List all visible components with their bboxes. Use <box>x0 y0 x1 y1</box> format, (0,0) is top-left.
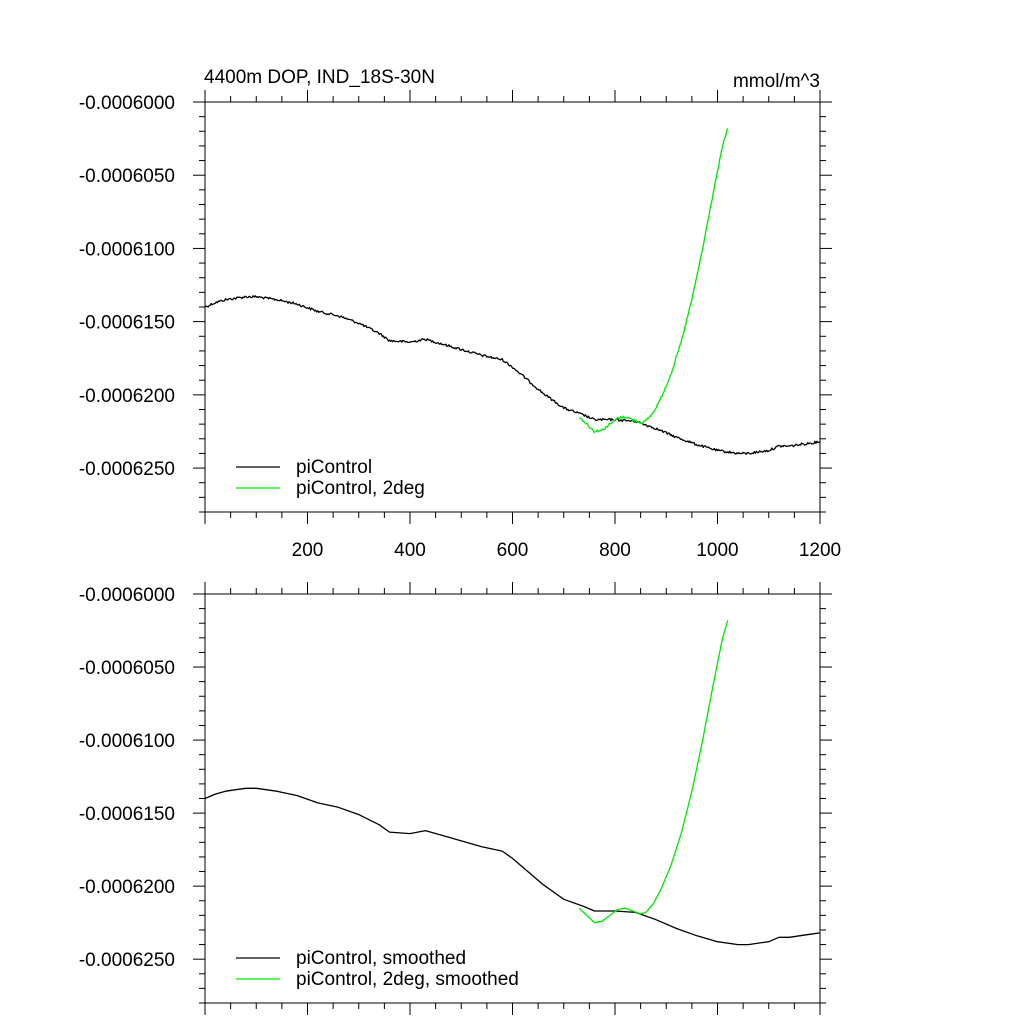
x-tick-label: 200 <box>292 540 324 561</box>
chart-title-right: mmol/m^3 <box>733 71 820 92</box>
series-line-green <box>578 128 729 434</box>
y-tick-label: -0.0006150 <box>79 804 175 825</box>
y-tick-label: -0.0006250 <box>79 950 175 971</box>
y-tick-label: -0.0006050 <box>79 166 175 187</box>
series-line-black <box>204 295 821 455</box>
y-tick-label: -0.0006200 <box>79 877 175 898</box>
plot-frame <box>204 101 821 513</box>
x-tick-label: 1000 <box>696 540 738 561</box>
y-tick-label: -0.0006150 <box>79 313 175 334</box>
legend-label: piControl, smoothed <box>296 948 466 969</box>
y-tick-label: -0.0006000 <box>79 585 175 606</box>
chart-title-left: 4400m DOP, IND_18S-30N <box>204 67 435 88</box>
series-line-black <box>204 787 821 946</box>
x-tick-label: 400 <box>394 540 426 561</box>
legend-label: piControl, 2deg, smoothed <box>296 969 519 990</box>
x-tick-label: 600 <box>497 540 529 561</box>
x-tick-label: 800 <box>599 540 631 561</box>
y-tick-label: -0.0006050 <box>79 658 175 679</box>
bottom-panel: -0.0006000 -0.0006050 -0.0006100 -0.0006150… <box>79 582 832 1015</box>
y-tick-label: -0.0006100 <box>79 239 175 260</box>
plot-frame <box>204 593 821 1004</box>
top-panel: 200 400 600 800 1000 1200 -0.0006000 -0.0006050… <box>79 90 841 561</box>
y-tick-label: -0.0006000 <box>79 93 175 114</box>
legend-label: piControl <box>296 457 372 478</box>
y-tick-label: -0.0006200 <box>79 386 175 407</box>
y-tick-label: -0.0006250 <box>79 459 175 480</box>
legend-label: piControl, 2deg <box>296 478 425 499</box>
x-tick-label: 1200 <box>799 540 841 561</box>
series-line-green <box>578 620 729 924</box>
y-tick-label: -0.0006100 <box>79 731 175 752</box>
